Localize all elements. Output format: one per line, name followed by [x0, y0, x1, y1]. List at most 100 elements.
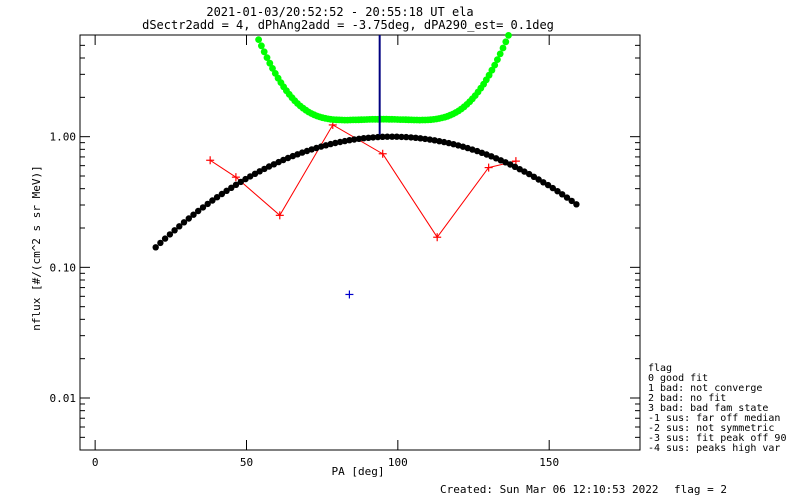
fit-curve-point [502, 38, 510, 46]
legend-item: -3 sus: fit peak off 90 [648, 433, 786, 444]
fit-curve-point [505, 32, 512, 39]
fit-curve-point [204, 200, 211, 208]
fit-curve-point [185, 215, 192, 222]
fit-curve-point [263, 54, 271, 61]
axis-ticks: 0 50 100 150 0.01 0.10 1.00 [50, 34, 640, 469]
legend-item: 1 bad: not converge [648, 383, 762, 394]
fit-curve-point [247, 173, 254, 180]
fit-curve-point [161, 235, 169, 242]
fit-curve-point [242, 175, 249, 183]
fit-curve-point [516, 166, 523, 173]
data-point [345, 290, 354, 299]
fit-curve-point [535, 176, 542, 183]
fit-curve-point [488, 153, 495, 160]
fit-curve-point [398, 133, 405, 141]
fit-curve-point [526, 170, 533, 178]
fit-curve-point [496, 50, 504, 58]
fit-curve-point [568, 197, 575, 205]
fit-curve-point [166, 231, 174, 238]
fit-curve-point [417, 135, 424, 142]
legend-item: -1 sus: far off median [648, 413, 780, 424]
x-tick-label: 0 [92, 456, 99, 469]
fit-curve-point [469, 146, 476, 153]
x-tick-label: 150 [539, 456, 559, 469]
fit-curve-point [218, 190, 226, 198]
y-tick-label: 0.10 [50, 261, 77, 274]
created-timestamp: Created: Sun Mar 06 12:10:53 2022 [440, 483, 659, 496]
fit-curve-point [176, 223, 183, 230]
fit-curve-point [157, 239, 164, 247]
fit-curve-point [455, 142, 462, 149]
flag-legend: flag 0 good fit 1 bad: not converge 2 ba… [648, 363, 786, 454]
fit-curve-point [365, 134, 372, 141]
data-point [433, 233, 442, 242]
fit-curve-point [258, 42, 265, 50]
legend-item: 0 good fit [648, 373, 708, 384]
fit-curve-point [360, 135, 367, 142]
fit-curve-point [152, 244, 159, 251]
fit-curve-point [436, 138, 443, 145]
fit-curve-point [232, 181, 240, 188]
fit-curve-point [223, 187, 230, 194]
fit-curve-point [269, 65, 276, 72]
fit-curve-point [499, 44, 507, 52]
chart-subtitle: dSectr2add = 4, dPhAng2add = -3.75deg, d… [142, 18, 554, 32]
legend-item: 2 bad: no fit [648, 393, 726, 404]
fit-curve-point [530, 173, 538, 180]
fit-curve-point [379, 133, 386, 140]
fit-curve-point [369, 134, 377, 141]
fit-curve-point [351, 136, 358, 143]
fit-curve-point [549, 184, 556, 192]
fit-curve-point [265, 163, 273, 170]
x-tick-label: 50 [240, 456, 253, 469]
x-axis-label: PA [deg] [332, 465, 385, 478]
fit-curve-point [190, 211, 197, 218]
fit-curve-point [559, 191, 566, 198]
y-axis-label: nflux [#/(cm^2 s sr MeV)] [30, 165, 43, 331]
plot-frame [79, 34, 641, 451]
fit-curve-point [554, 188, 561, 195]
y-tick-label: 0.01 [50, 392, 77, 405]
plot-border [79, 34, 641, 451]
chart-title: 2021-01-03/20:52:52 - 20:55:18 UT ela [206, 5, 473, 19]
data-point [378, 149, 387, 158]
fit-curve-point [251, 170, 259, 177]
fit-curve-point [573, 201, 580, 208]
fit-curve-point [374, 133, 382, 141]
fit-curve-point [485, 71, 493, 79]
fit-curve-point [332, 139, 339, 147]
fit-curve-point [260, 48, 268, 56]
legend-item: -4 sus: peaks high var [648, 443, 780, 454]
fit-curve-point [237, 178, 244, 186]
fit-curve-point [255, 36, 262, 43]
fit-curve-point [393, 133, 400, 140]
fit-curve-point [317, 143, 325, 150]
fit-curve-point [266, 59, 274, 67]
fit-curve-point [355, 135, 363, 142]
fit-curve-point [171, 227, 178, 234]
data-point [206, 156, 215, 165]
fit-curve-point [403, 133, 410, 141]
fit-curve-point [199, 204, 207, 211]
legend-title: flag [648, 363, 672, 374]
fit-curve-point [261, 165, 268, 173]
fit-curve-point [521, 168, 528, 175]
fit-curve-point [228, 184, 235, 191]
data-series [152, 32, 580, 299]
fit-curve-point [284, 154, 292, 162]
fit-curve-point [540, 179, 547, 186]
fit-curve-point [388, 133, 396, 140]
fit-curve-point [384, 133, 391, 140]
data-point [484, 163, 493, 172]
data-point [231, 173, 240, 182]
y-tick-label: 1.00 [50, 131, 77, 144]
fit-curve-point [494, 56, 501, 63]
fit-curve-point [511, 163, 519, 170]
fit-curve-point [346, 137, 353, 144]
fit-curve-point [563, 194, 571, 201]
fit-curve-point [180, 219, 188, 226]
fit-curve-point [412, 134, 419, 141]
fit-curve-point [507, 161, 514, 168]
data-point [275, 211, 284, 220]
